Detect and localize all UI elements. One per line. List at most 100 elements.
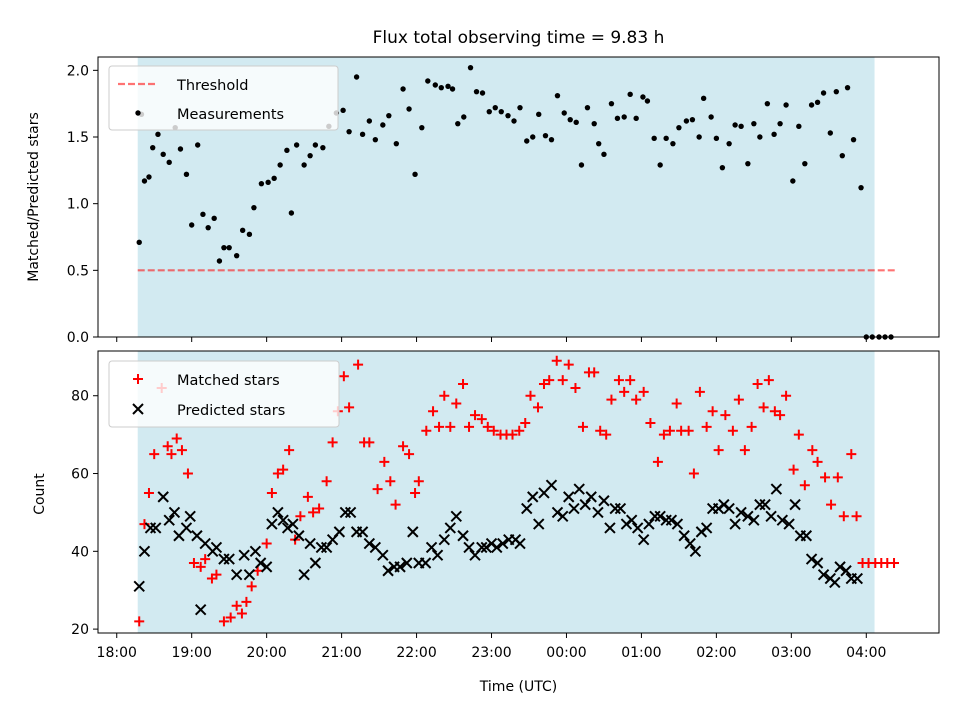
predicted-point <box>563 491 575 503</box>
legend-measurement-label: Measurements <box>177 107 284 123</box>
matched-point <box>218 616 229 627</box>
matched-point <box>758 402 769 413</box>
matched-point <box>538 379 549 390</box>
legend-predicted-label: Predicted stars <box>177 403 285 419</box>
measurement-point <box>683 118 690 124</box>
predicted-point <box>497 537 509 550</box>
measurement-point <box>726 140 732 147</box>
predicted-point <box>210 541 223 554</box>
predicted-point <box>700 522 713 534</box>
matched-point <box>246 581 257 592</box>
measurement-point <box>160 151 166 158</box>
measurement-point <box>246 231 253 238</box>
bottom-legend: Matched stars Predicted stars <box>108 360 340 428</box>
measurement-point <box>858 184 864 191</box>
matched-point <box>188 557 199 568</box>
measurement-point <box>288 210 295 216</box>
predicted-point <box>344 506 357 519</box>
matched-point <box>241 596 252 607</box>
measurement-point <box>783 102 789 108</box>
predicted-point <box>463 541 475 554</box>
measurement-point <box>696 134 702 140</box>
measurement-point <box>621 114 627 120</box>
predicted-point <box>304 537 316 550</box>
predicted-point <box>309 557 322 569</box>
matched-point <box>793 429 804 440</box>
matched-point <box>353 359 364 370</box>
legend-frame <box>108 360 340 428</box>
predicted-point <box>789 498 801 511</box>
matched-point <box>458 379 469 390</box>
predicted-point <box>287 518 299 530</box>
measurement-point <box>713 135 720 142</box>
matched-point <box>595 425 606 436</box>
predicted-point <box>829 576 841 589</box>
predicted-point <box>723 502 735 515</box>
matched-point <box>385 476 396 487</box>
matched-point <box>619 386 630 397</box>
measurement-point <box>614 115 621 122</box>
predicted-point <box>133 580 145 593</box>
matched-point <box>544 375 555 386</box>
measurement-point <box>627 91 633 98</box>
predicted-point <box>138 545 151 558</box>
measurement-point <box>320 144 326 151</box>
measurement-point <box>455 120 461 127</box>
measurement-point <box>216 258 223 264</box>
matched-point <box>832 472 843 483</box>
matched-point <box>763 375 774 386</box>
top-legend: Threshold Measurements <box>108 65 339 131</box>
measurement-point <box>640 94 646 100</box>
predicted-point <box>557 510 569 523</box>
measurement-point <box>293 142 300 148</box>
series-predicted-stars <box>133 479 864 616</box>
matched-point <box>851 511 862 522</box>
x-tick-label: 04:00 <box>846 645 886 661</box>
measurement-point <box>205 224 211 231</box>
measurement-point <box>670 140 676 147</box>
measurement-point <box>790 178 796 184</box>
matched-point <box>428 406 439 417</box>
matched-point <box>688 468 699 479</box>
measurement-point <box>573 119 579 126</box>
measurement-point <box>839 152 846 159</box>
measurement-point <box>406 106 412 112</box>
measurement-point <box>400 86 406 92</box>
matched-point <box>482 421 493 432</box>
measurement-point <box>808 102 815 108</box>
predicted-point <box>431 549 444 561</box>
predicted-point <box>243 568 256 581</box>
matched-point <box>321 476 332 487</box>
measurement-point <box>548 136 555 143</box>
x-tick-label: 18:00 <box>97 645 137 661</box>
y-tick-label: 0.0 <box>67 330 89 346</box>
y-tick-label: 2.0 <box>67 63 89 79</box>
predicted-point <box>476 541 488 554</box>
matched-point <box>577 421 588 432</box>
predicted-point <box>649 510 661 523</box>
matched-point <box>838 511 849 522</box>
measurement-point <box>425 78 431 84</box>
matched-point <box>284 445 295 456</box>
measurement-point <box>827 130 834 136</box>
predicted-point <box>382 565 394 577</box>
matched-point <box>236 608 247 619</box>
matched-point <box>266 487 277 498</box>
measurement-point <box>239 227 246 234</box>
matched-point <box>195 561 206 572</box>
matched-point <box>606 394 617 405</box>
measurement-point <box>188 222 195 228</box>
y-tick-label: 0.5 <box>67 263 89 279</box>
measurement-point <box>505 112 511 119</box>
predicted-point <box>851 572 864 585</box>
predicted-point <box>585 491 597 503</box>
measurement-point <box>467 64 474 71</box>
measurement-point <box>676 124 682 131</box>
matched-point <box>470 410 481 421</box>
chart-title: Flux total observing time = 9.83 h <box>373 28 665 48</box>
predicted-point <box>614 502 627 515</box>
measurement-point <box>393 140 400 147</box>
matched-point <box>464 421 475 432</box>
matched-point <box>171 433 182 444</box>
